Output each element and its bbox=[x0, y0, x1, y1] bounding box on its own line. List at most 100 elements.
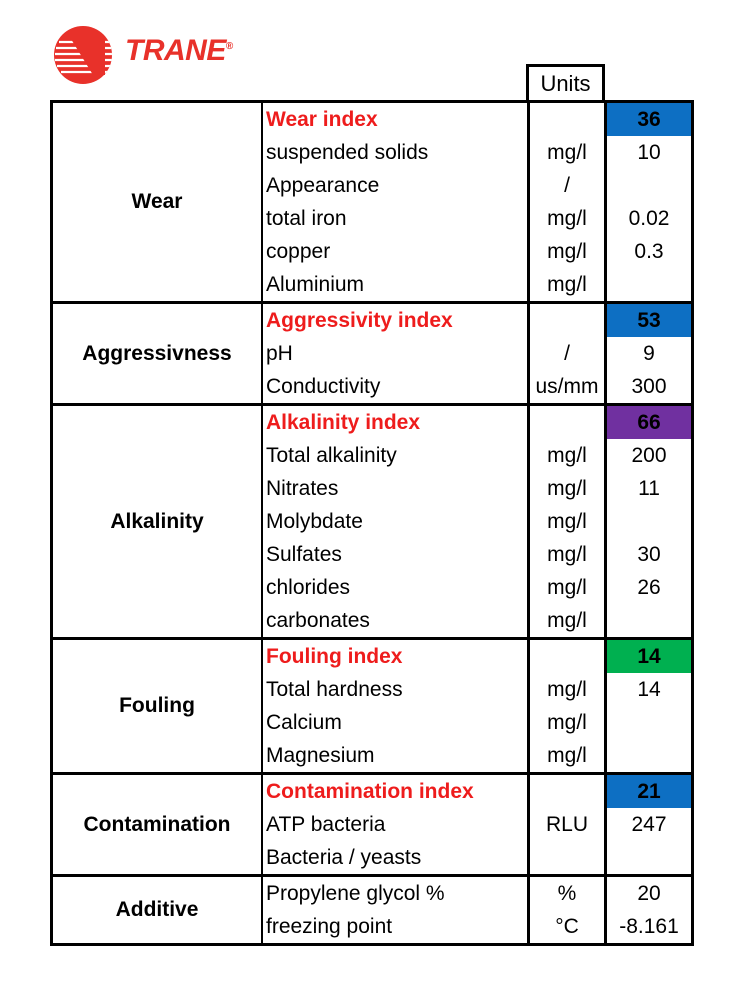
unit-cell: mg/l bbox=[527, 235, 607, 268]
unit-cell: mg/l bbox=[527, 571, 607, 604]
value-cell: 300 bbox=[631, 374, 667, 398]
trane-wordmark: TRANE® bbox=[125, 34, 233, 67]
table-row: Molybdate mg/l bbox=[263, 505, 691, 538]
parameter-label: Total hardness bbox=[266, 677, 403, 701]
unit-cell: mg/l bbox=[527, 136, 607, 169]
value-cell bbox=[607, 841, 691, 874]
table-row: Total alkalinity mg/l 200 bbox=[263, 439, 691, 472]
parameter-label: Appearance bbox=[266, 173, 380, 197]
unit-cell: mg/l bbox=[527, 739, 607, 772]
section-wear: Wear Wear index 36 suspended solids mg/l 10 Ap… bbox=[53, 103, 691, 301]
parameter-label: Bacteria / yeasts bbox=[266, 845, 422, 869]
index-score-cell: 66 bbox=[607, 406, 691, 439]
unit-cell: mg/l bbox=[527, 604, 607, 637]
table-row: Bacteria / yeasts bbox=[263, 841, 691, 874]
category-label: Fouling bbox=[53, 640, 263, 772]
parameter-label: total iron bbox=[266, 206, 347, 230]
value-cell bbox=[607, 268, 691, 301]
category-label: Aggressivness bbox=[53, 304, 263, 403]
trane-logo: TRANE® bbox=[53, 25, 233, 85]
table-row: freezing point °C -8.161 bbox=[263, 910, 691, 943]
table-row: Calcium mg/l bbox=[263, 706, 691, 739]
value-cell bbox=[607, 604, 691, 637]
table-row: Aluminium mg/l bbox=[263, 268, 691, 301]
parameter-label: copper bbox=[266, 239, 331, 263]
index-label: Contamination index bbox=[266, 779, 474, 803]
unit-cell: mg/l bbox=[527, 268, 607, 301]
unit-cell: °C bbox=[527, 910, 607, 943]
table-row: ATP bacteria RLU 247 bbox=[263, 808, 691, 841]
parameter-label: pH bbox=[266, 341, 293, 365]
category-label: Alkalinity bbox=[53, 406, 263, 637]
index-score-cell: 14 bbox=[607, 640, 691, 673]
parameter-label: Sulfates bbox=[266, 542, 342, 566]
index-row: Fouling index 14 bbox=[263, 640, 691, 673]
value-cell bbox=[607, 706, 691, 739]
parameter-label: Nitrates bbox=[266, 476, 339, 500]
value-cell: 26 bbox=[637, 575, 661, 599]
table-row: Conductivity us/mm 300 bbox=[263, 370, 691, 403]
unit-cell: mg/l bbox=[527, 439, 607, 472]
table-row: copper mg/l 0.3 bbox=[263, 235, 691, 268]
section-contamination: Contamination Contamination index 21 ATP ba… bbox=[53, 772, 691, 874]
index-row: Wear index 36 bbox=[263, 103, 691, 136]
trane-circle-logo-icon bbox=[54, 26, 112, 84]
parameter-label: ATP bacteria bbox=[266, 812, 386, 836]
value-cell: 9 bbox=[643, 341, 655, 365]
index-row: Alkalinity index 66 bbox=[263, 406, 691, 439]
category-label: Wear bbox=[53, 103, 263, 301]
unit-cell: mg/l bbox=[527, 472, 607, 505]
units-column-header: Units bbox=[526, 64, 605, 100]
index-label: Alkalinity index bbox=[266, 410, 421, 434]
value-cell bbox=[607, 739, 691, 772]
unit-cell bbox=[527, 406, 607, 439]
section-aggressivness: Aggressivness Aggressivity index 53 pH / 9 Con… bbox=[53, 301, 691, 403]
value-cell: 10 bbox=[637, 140, 661, 164]
unit-cell: mg/l bbox=[527, 538, 607, 571]
unit-cell: mg/l bbox=[527, 202, 607, 235]
index-label: Fouling index bbox=[266, 644, 403, 668]
table-row: Nitrates mg/l 11 bbox=[263, 472, 691, 505]
parameter-label: Total alkalinity bbox=[266, 443, 397, 467]
value-cell: 11 bbox=[638, 476, 660, 500]
unit-cell: % bbox=[527, 877, 607, 910]
category-label: Contamination bbox=[53, 775, 263, 874]
index-row: Contamination index 21 bbox=[263, 775, 691, 808]
value-cell bbox=[607, 505, 691, 538]
unit-cell: mg/l bbox=[527, 673, 607, 706]
unit-cell: mg/l bbox=[527, 706, 607, 739]
parameter-label: chlorides bbox=[266, 575, 351, 599]
value-cell: -8.161 bbox=[619, 914, 679, 938]
parameter-label: Conductivity bbox=[266, 374, 381, 398]
table-row: Appearance / bbox=[263, 169, 691, 202]
parameter-label: suspended solids bbox=[266, 140, 429, 164]
unit-cell: RLU bbox=[527, 808, 607, 841]
water-analysis-table: Wear Wear index 36 suspended solids mg/l 10 Ap… bbox=[50, 100, 694, 946]
parameter-label: Calcium bbox=[266, 710, 342, 734]
index-score-cell: 21 bbox=[607, 775, 691, 808]
index-label: Aggressivity index bbox=[266, 308, 453, 332]
value-cell: 30 bbox=[637, 542, 661, 566]
parameter-label: Molybdate bbox=[266, 509, 363, 533]
unit-cell bbox=[527, 304, 607, 337]
table-row: pH / 9 bbox=[263, 337, 691, 370]
table-row: suspended solids mg/l 10 bbox=[263, 136, 691, 169]
parameter-label: freezing point bbox=[266, 914, 393, 938]
index-score-cell: 36 bbox=[607, 103, 691, 136]
parameter-label: Aluminium bbox=[266, 272, 365, 296]
table-row: chlorides mg/l 26 bbox=[263, 571, 691, 604]
table-row: Sulfates mg/l 30 bbox=[263, 538, 691, 571]
value-cell: 14 bbox=[637, 677, 661, 701]
table-row: total iron mg/l 0.02 bbox=[263, 202, 691, 235]
section-alkalinity: Alkalinity Alkalinity index 66 Total alkali… bbox=[53, 403, 691, 637]
section-additive: Additive Propylene glycol %% 20 freezing po… bbox=[53, 874, 691, 943]
parameter-label: carbonates bbox=[266, 608, 370, 632]
unit-cell: mg/l bbox=[527, 505, 607, 538]
table-row: carbonates mg/l bbox=[263, 604, 691, 637]
value-cell: 0.3 bbox=[634, 239, 664, 263]
category-label: Additive bbox=[53, 877, 263, 943]
value-cell: 200 bbox=[631, 443, 667, 467]
table-row: Magnesium mg/l bbox=[263, 739, 691, 772]
parameter-label: Magnesium bbox=[266, 743, 375, 767]
unit-cell: us/mm bbox=[527, 370, 607, 403]
